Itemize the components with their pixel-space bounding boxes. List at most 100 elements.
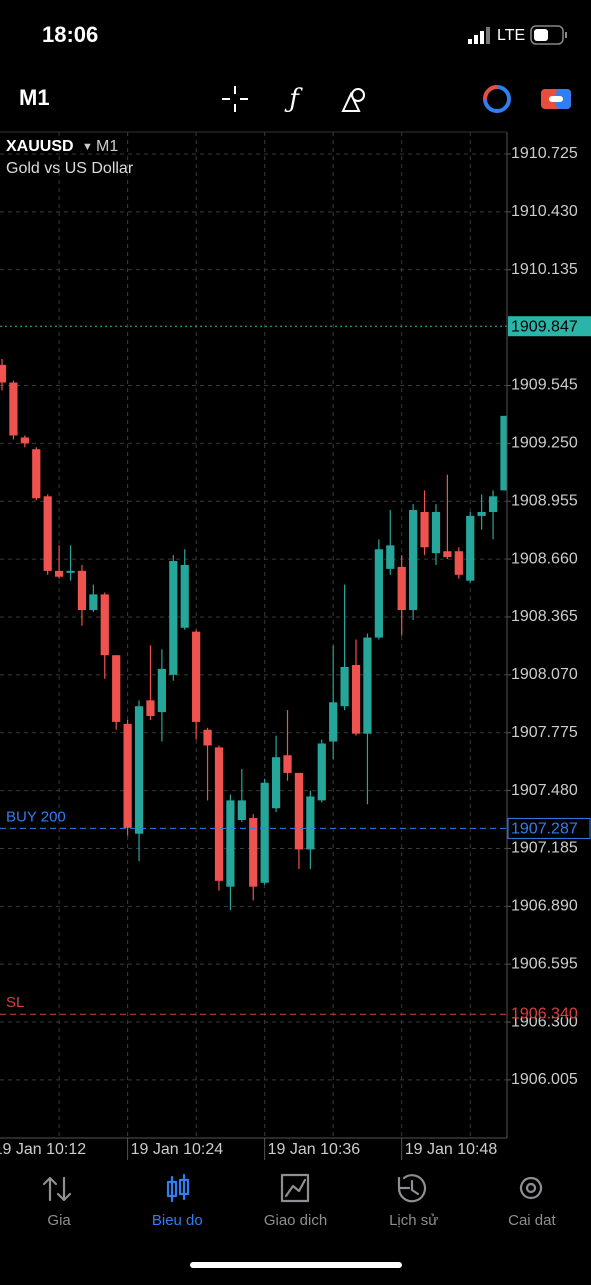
candle-body: [340, 666, 349, 707]
account-button[interactable]: [541, 89, 571, 109]
battery-icon: [530, 25, 567, 45]
candle-body: [0, 364, 7, 383]
symbol-description: Gold vs US Dollar: [6, 160, 134, 177]
candle-body: [123, 723, 132, 828]
candle-body: [351, 665, 361, 734]
candle-body: [283, 755, 292, 773]
candle-body: [454, 551, 463, 575]
candle-body: [488, 496, 498, 512]
objects-button[interactable]: [341, 88, 365, 112]
clock: 18:06: [42, 22, 98, 47]
y-tick-label: 1907.775: [511, 724, 578, 741]
candle-body: [420, 511, 429, 548]
indicators-button[interactable]: ƒ: [284, 84, 303, 114]
y-tick-label: 1908.070: [511, 666, 578, 683]
tab[interactable]: Giao dich: [264, 1173, 327, 1229]
level-label: SL: [6, 994, 24, 1011]
x-tick-label: 19 Jan 10:48: [405, 1141, 498, 1158]
x-tick-label: 19 Jan 10:36: [268, 1141, 361, 1158]
y-tick-label: 1910.725: [511, 145, 578, 162]
candle-body: [89, 594, 98, 611]
candle-body: [226, 800, 235, 887]
candle-body: [100, 594, 109, 656]
candle-body: [363, 637, 372, 734]
candle-body: [9, 382, 18, 436]
candle-body: [386, 545, 395, 569]
y-tick-label: 1909.250: [511, 435, 578, 452]
candle-body: [431, 511, 441, 554]
candle-body: [294, 772, 304, 850]
symbol-dropdown[interactable]: ▼: [82, 141, 93, 153]
candle-body: [409, 510, 418, 611]
candle-body: [374, 549, 383, 638]
price-label-bg: [507, 817, 591, 839]
candle-body: [180, 564, 189, 628]
candle-body: [214, 747, 224, 881]
level-label: BUY 200: [6, 808, 66, 825]
y-tick-label: 1908.660: [511, 550, 578, 567]
candle-body: [157, 668, 166, 713]
tab[interactable]: Gia: [42, 1176, 72, 1229]
y-tick-label: 1910.430: [511, 203, 578, 220]
y-tick-label: 1906.300: [511, 1013, 578, 1030]
y-tick-label: 1908.955: [511, 492, 578, 509]
candle-body: [54, 570, 64, 577]
price-label: 1907.287: [511, 821, 578, 838]
price-label-bg: [508, 1005, 591, 1018]
trade-button[interactable]: [483, 85, 511, 113]
crosshair-button[interactable]: [222, 86, 248, 112]
y-tick-label: 1906.595: [511, 955, 578, 972]
y-tick-label: 1906.005: [511, 1071, 578, 1088]
network: LTE: [497, 27, 525, 44]
tab-icon: [519, 1176, 543, 1200]
y-tick-label: 1908.365: [511, 608, 578, 625]
candle-body: [134, 706, 144, 834]
candle-body: [20, 437, 29, 444]
signal-icon: [468, 27, 490, 44]
price-label-bg: [508, 316, 591, 337]
plot-area: [0, 132, 507, 1138]
candle-body: [500, 415, 507, 491]
tab-bar: Gia Bieu do Giao dich Lịch sử Cai dat: [42, 1173, 556, 1229]
candle-body: [237, 800, 246, 820]
candle-body: [203, 729, 212, 746]
candle-body: [329, 702, 338, 742]
candle-body: [43, 496, 52, 571]
tab-label: Giao dich: [264, 1212, 327, 1229]
candle-body: [249, 818, 258, 887]
chart-timeframe: M1: [96, 138, 118, 155]
candle-body: [192, 631, 201, 722]
y-tick-label: 1906.890: [511, 898, 578, 915]
y-tick-label: 1909.545: [511, 377, 578, 394]
timeframe-button[interactable]: M1: [19, 85, 50, 110]
candle-body: [77, 570, 87, 611]
tab-label: Cai dat: [508, 1212, 556, 1229]
candle-body: [66, 570, 75, 573]
candle-body: [169, 561, 178, 675]
tab[interactable]: Cai dat: [508, 1176, 556, 1229]
candle-body: [317, 743, 326, 801]
y-tick-label: 1907.185: [511, 840, 578, 857]
tab-icon: [42, 1176, 72, 1202]
price-label: 1906.340: [511, 1005, 578, 1022]
tab[interactable]: Lịch sử: [389, 1174, 438, 1229]
home-indicator: [190, 1262, 402, 1268]
candle-body: [146, 700, 155, 717]
candle-body: [306, 796, 315, 850]
x-tick-label: 19 Jan 10:12: [0, 1141, 86, 1158]
candle-body: [32, 449, 41, 499]
tab-label: Bieu do: [152, 1212, 203, 1229]
candle-body: [260, 782, 269, 883]
tab-icon: [397, 1174, 427, 1203]
candle-body: [477, 511, 486, 516]
candle-body: [271, 757, 281, 809]
candle-body: [397, 566, 406, 611]
price-label: 1909.847: [511, 318, 578, 335]
tab-label: Gia: [47, 1212, 71, 1229]
tab-icon: [166, 1173, 190, 1203]
symbol: XAUUSD: [6, 138, 74, 155]
tab-icon: [280, 1173, 310, 1203]
tab[interactable]: Bieu do: [152, 1173, 203, 1229]
